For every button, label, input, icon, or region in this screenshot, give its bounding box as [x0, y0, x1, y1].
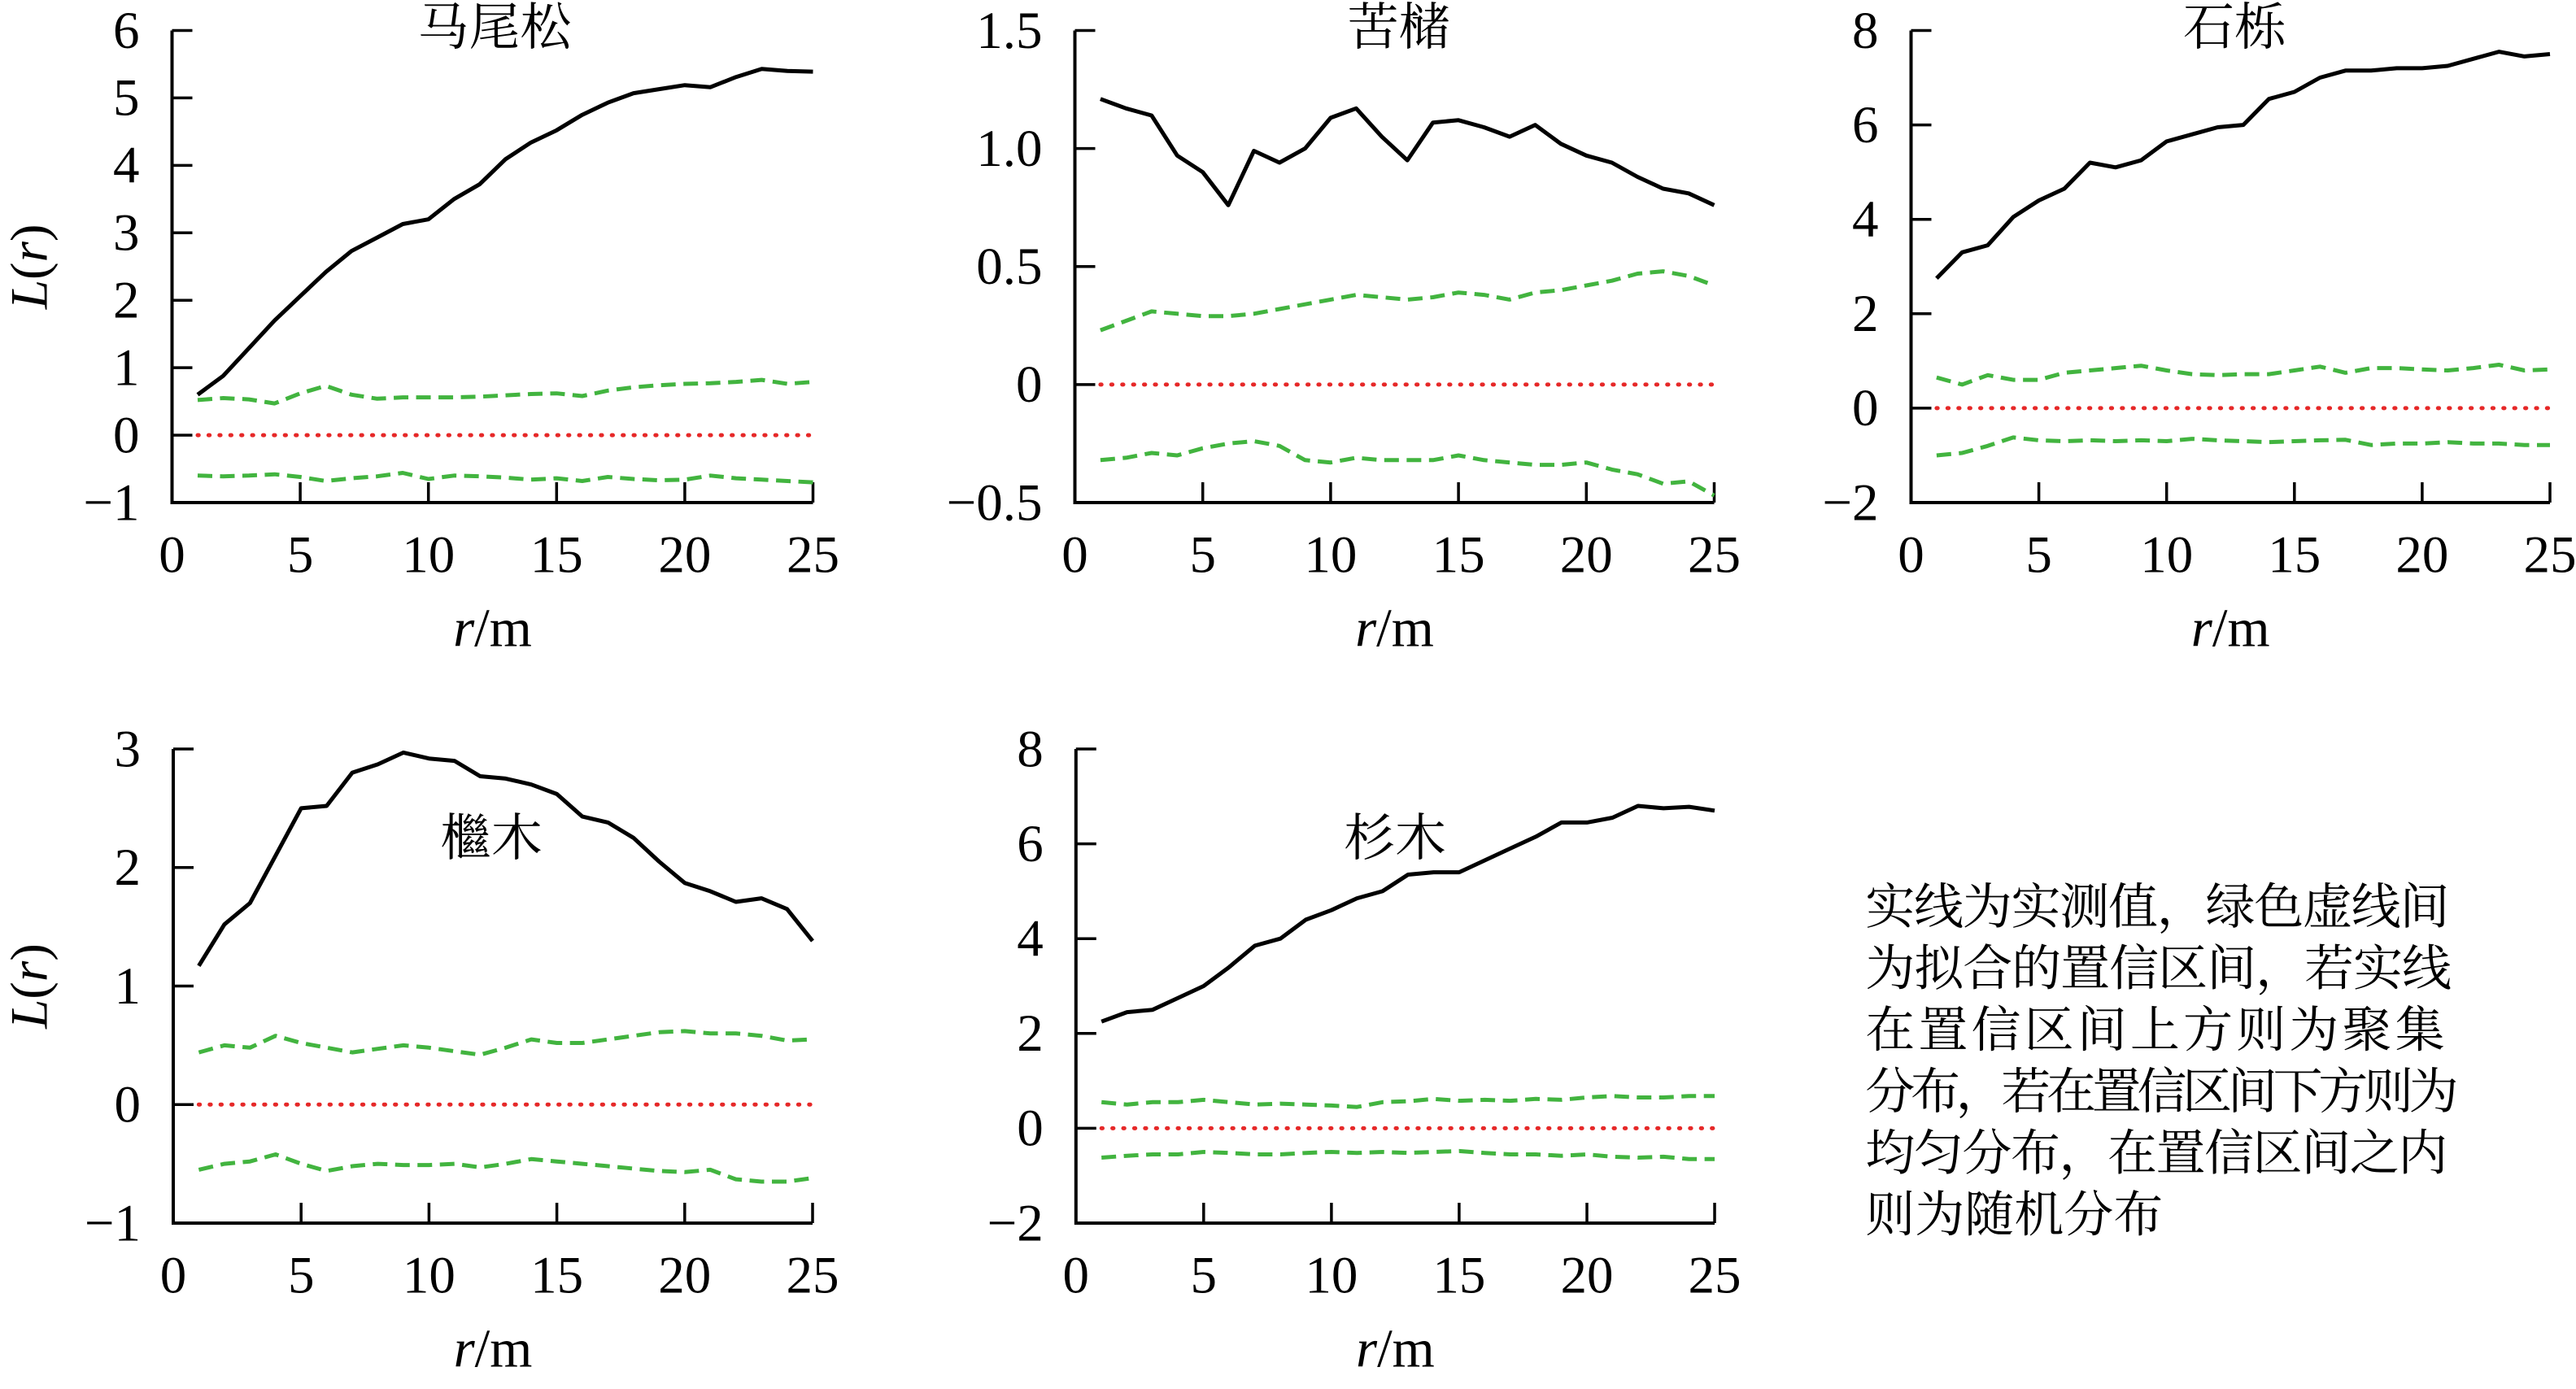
svg-text:15: 15: [2268, 526, 2321, 585]
svg-text:15: 15: [530, 1247, 583, 1305]
svg-text:2: 2: [115, 838, 142, 897]
svg-text:−1: −1: [85, 1194, 141, 1252]
svg-text:10: 10: [403, 1247, 455, 1305]
svg-text:4: 4: [113, 137, 140, 195]
svg-text:20: 20: [658, 526, 711, 585]
svg-text:6: 6: [1852, 96, 1879, 155]
svg-text:0: 0: [113, 406, 140, 464]
svg-text:6: 6: [113, 2, 140, 60]
svg-text:8: 8: [1017, 720, 1044, 778]
svg-text:0: 0: [1061, 526, 1088, 585]
svg-text:5: 5: [1189, 526, 1216, 585]
svg-text:0: 0: [1063, 1247, 1090, 1305]
svg-text:−2: −2: [1822, 473, 1878, 532]
svg-text:25: 25: [787, 1247, 839, 1305]
svg-text:2: 2: [113, 272, 140, 330]
svg-text:r/m: r/m: [454, 1319, 533, 1379]
svg-text:r/m: r/m: [1355, 599, 1434, 659]
svg-text:0: 0: [1016, 355, 1043, 414]
svg-text:0: 0: [159, 526, 185, 585]
svg-text:0.5: 0.5: [976, 237, 1042, 296]
svg-text:3: 3: [113, 204, 140, 263]
svg-text:10: 10: [402, 526, 455, 585]
svg-text:−2: −2: [987, 1194, 1044, 1252]
svg-text:2: 2: [1017, 1004, 1044, 1063]
svg-text:r/m: r/m: [453, 599, 532, 659]
svg-text:20: 20: [658, 1247, 711, 1305]
svg-text:25: 25: [787, 526, 839, 585]
svg-text:15: 15: [1432, 526, 1485, 585]
svg-text:0: 0: [1017, 1099, 1044, 1158]
svg-text:L(r): L(r): [0, 943, 59, 1030]
svg-text:0: 0: [160, 1247, 187, 1305]
svg-text:20: 20: [2395, 526, 2448, 585]
svg-text:20: 20: [1560, 526, 1613, 585]
svg-text:15: 15: [1432, 1247, 1485, 1305]
svg-text:r/m: r/m: [1356, 1319, 1435, 1379]
svg-text:5: 5: [113, 69, 140, 128]
svg-text:5: 5: [287, 526, 314, 585]
svg-text:1.0: 1.0: [976, 120, 1042, 178]
svg-text:0: 0: [115, 1076, 142, 1134]
svg-text:4: 4: [1017, 910, 1044, 969]
svg-text:5: 5: [1191, 1247, 1218, 1305]
svg-text:0: 0: [1898, 526, 1924, 585]
svg-text:15: 15: [530, 526, 583, 585]
svg-text:1.5: 1.5: [976, 2, 1042, 60]
svg-text:3: 3: [115, 720, 142, 778]
svg-text:0: 0: [1852, 379, 1879, 438]
svg-text:25: 25: [1689, 1247, 1741, 1305]
svg-text:10: 10: [1304, 526, 1357, 585]
svg-text:1: 1: [113, 338, 140, 397]
svg-text:6: 6: [1017, 815, 1044, 873]
svg-text:2: 2: [1852, 285, 1879, 343]
svg-text:20: 20: [1561, 1247, 1614, 1305]
svg-text:10: 10: [1305, 1247, 1358, 1305]
svg-text:8: 8: [1852, 2, 1879, 60]
svg-text:5: 5: [2025, 526, 2052, 585]
svg-text:−0.5: −0.5: [947, 473, 1043, 532]
svg-text:25: 25: [2524, 526, 2576, 585]
svg-text:−1: −1: [83, 473, 139, 532]
svg-text:10: 10: [2140, 526, 2193, 585]
svg-text:L(r): L(r): [0, 224, 59, 310]
svg-text:r/m: r/m: [2191, 599, 2270, 659]
svg-text:4: 4: [1852, 190, 1879, 249]
svg-text:1: 1: [115, 957, 142, 1016]
svg-text:5: 5: [288, 1247, 315, 1305]
svg-text:25: 25: [1688, 526, 1741, 585]
